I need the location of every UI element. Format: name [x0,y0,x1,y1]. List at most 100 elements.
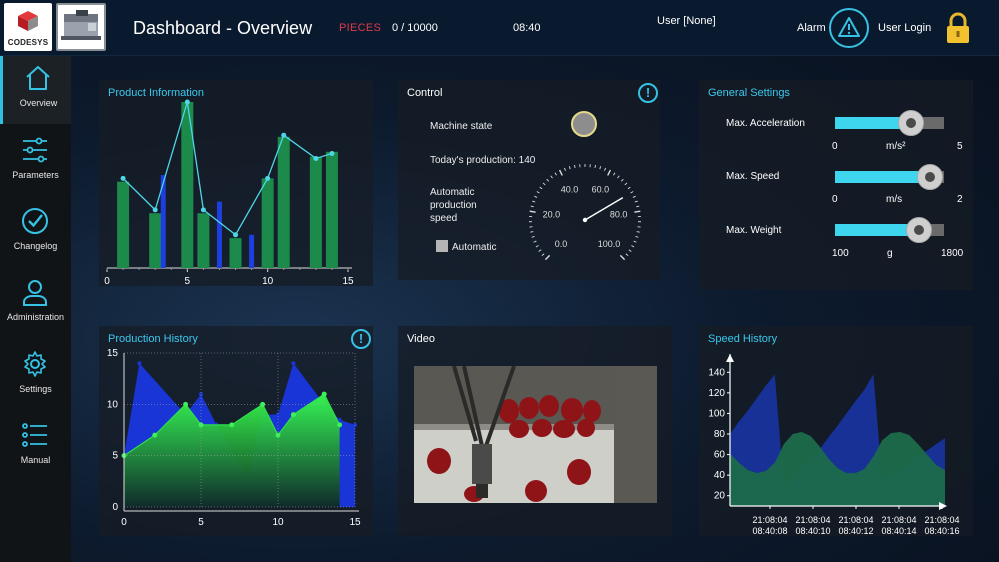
line-point [337,422,343,428]
slider-thumb[interactable] [898,110,925,136]
x-tick-label: 0 [121,517,127,528]
bar [160,175,166,268]
gauge-tick [544,254,551,261]
max-weight-slider[interactable] [835,217,944,243]
page-title: Dashboard - Overview [133,18,313,38]
product-information-chart: 0 5 10 15 [104,99,354,286]
y-tick-label: 10 [107,399,119,410]
alarm-label: Alarm [797,22,826,34]
gauge-tick [613,172,616,176]
top-bar: CODESYS Dashboard - Overview PIECES 0 / … [0,0,999,56]
slider-thumb[interactable] [905,217,932,243]
slider-min: 0 [832,194,838,205]
line-point [233,232,239,238]
gauge-tick [636,205,640,208]
codesys-logo-text: CODESYS [7,38,49,47]
home-icon [26,66,50,90]
y-tick-label: 5 [112,451,118,462]
gauge-tick [594,164,596,169]
gauge-tick [607,169,612,176]
sliders-icon [23,137,47,163]
slider-unit: g [887,248,893,259]
slider-unit: m/s [886,194,903,205]
info-icon[interactable]: ! [638,83,658,103]
login-button[interactable] [944,12,972,44]
gauge-tick [633,240,637,243]
speed-history-chart: 2040608010012014021:08:0408:40:0821:08:0… [708,354,960,536]
panel-title: Product Information [108,87,204,99]
sidebar-item-administration[interactable]: Administration [0,270,71,338]
panel-title: Control [407,87,443,99]
gauge-label: 60.0 [592,185,610,195]
lock-icon [947,12,969,43]
line-point [281,132,287,138]
x-tick-label: 10 [262,276,274,286]
sidebar-item-overview[interactable]: Overview [0,56,71,124]
gauge-label: 80.0 [610,210,628,220]
speed-history-panel: Speed History 20 40 60 80 100 120 140 21:08:04 0… [699,326,973,536]
x-tick-label: 15 [342,276,354,286]
x-tick-label: 21:08:04 [752,515,787,525]
area-point [199,392,203,397]
gauge-tick [631,245,635,248]
area-point [291,361,296,366]
gauge-tick [634,200,638,203]
gauge-tick [620,178,624,182]
gauge-label: 0.0 [555,239,568,249]
gauge-tick [617,175,620,179]
area-series [124,394,340,507]
production-history-chart: 0 5 10 15 0 5 10 15 [107,348,361,528]
x-tick-label: 15 [349,517,361,528]
gauge-tick [630,191,634,194]
line-point [321,391,327,397]
sidebar-item-label: Manual [20,455,51,465]
panel-title: Production History [108,333,198,345]
line-point [290,412,296,418]
speed-gauge[interactable]: 0.0 20.0 40.0 60.0 80.0 100.0 [520,152,650,282]
area-point [276,412,280,417]
info-icon[interactable]: ! [351,329,371,349]
machine-state-label: Machine state [430,121,493,132]
x-tick-label: 21:08:04 [881,515,916,525]
gauge-tick [627,186,631,190]
bar [216,201,222,268]
sidebar-item-label: Overview [19,98,58,108]
gauge-tick [539,186,543,190]
sidebar-item-changelog[interactable]: Changelog [0,199,71,267]
max-speed-label: Max. Speed [726,171,780,182]
warning-icon [838,17,860,37]
y-tick-label: 100 [708,408,725,419]
alarm-button[interactable] [829,8,869,48]
line-point [184,99,190,105]
video-feed[interactable] [414,366,657,503]
x-tick-label: 08:40:14 [881,526,916,536]
check-circle-icon [22,208,48,234]
gauge-tick [635,235,639,238]
gauge-tick [530,205,534,208]
bar [325,151,338,268]
automatic-checkbox[interactable] [436,240,448,252]
gauge-tick [536,191,540,194]
gauge-tick [542,182,546,186]
slider-thumb[interactable] [916,164,943,190]
sidebar-item-settings[interactable]: Settings [0,342,71,410]
max-acceleration-slider[interactable] [835,110,944,136]
max-speed-slider[interactable] [835,164,944,190]
bar [249,234,255,268]
line-point [152,432,158,438]
gauge-tick [541,253,545,257]
sidebar-item-label: Changelog [13,241,58,251]
sidebar-item-parameters[interactable]: Parameters [0,128,71,196]
line-point [329,150,335,156]
gauge-tick [563,167,566,171]
auto-speed-label-line2: production [430,200,477,211]
area-series [730,431,945,506]
series-line [123,393,341,457]
sidebar-item-manual[interactable]: Manual [0,413,71,481]
x-tick-label: 10 [272,517,284,528]
slider-max: 5 [957,141,963,152]
slider-min: 100 [832,248,849,259]
gauge-pivot [582,217,588,223]
slider-fill [835,171,930,183]
user-login-label[interactable]: User Login [878,22,932,34]
